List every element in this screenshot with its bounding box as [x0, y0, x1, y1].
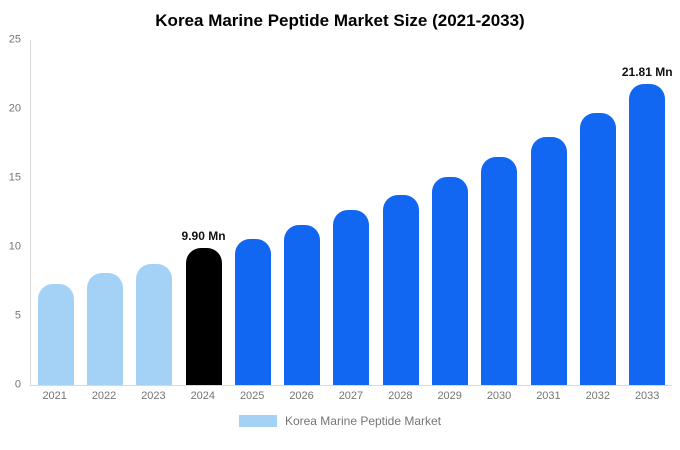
x-tick-2022: 2022	[91, 390, 117, 402]
x-tick-2024: 2024	[190, 390, 216, 402]
y-tick-15: 15	[8, 171, 21, 184]
x-axis: 2021 2022 2023 2024 2025 2026 2027 2028 2029 2030…	[30, 390, 672, 402]
y-tick-20: 20	[8, 102, 21, 115]
bar-column-2033: 21.81 Mn	[622, 40, 673, 385]
x-tick-2028: 2028	[388, 390, 413, 402]
chart-body: 0 5 10 15 20 25 9.90 Mn 21.81 Mn	[9, 34, 673, 390]
bar-column-2021	[34, 40, 78, 385]
x-tick-2031: 2031	[536, 390, 561, 402]
bar-2027	[333, 209, 370, 385]
bar-2022	[86, 273, 123, 385]
plot-area: 9.90 Mn 21.81 Mn	[31, 40, 673, 385]
y-axis: 0 5 10 15 20 25	[1, 34, 25, 390]
bar-column-2022	[83, 40, 127, 385]
x-tick-2026: 2026	[289, 390, 314, 402]
bar-column-2028	[379, 40, 423, 385]
bar-2023	[136, 263, 173, 385]
bar-column-2029	[428, 40, 472, 385]
bar-2029	[432, 176, 469, 385]
x-tick-2032: 2032	[585, 390, 611, 402]
bar-2021	[37, 284, 74, 385]
bar-column-2024: 9.90 Mn	[182, 40, 226, 385]
bar-column-2027	[329, 40, 373, 385]
bar-2032	[579, 113, 616, 385]
y-tick-25: 25	[8, 33, 21, 46]
point-label-2033: 21.81 Mn	[621, 65, 673, 80]
chart-title: Korea Marine Peptide Market Size (2021-2…	[155, 11, 525, 30]
y-tick-10: 10	[8, 240, 21, 253]
legend-label: Korea Marine Peptide Market	[284, 414, 442, 428]
bar-2026	[284, 224, 321, 385]
bar-2031	[530, 136, 567, 385]
x-tick-2021: 2021	[42, 390, 67, 402]
x-tick-2023: 2023	[141, 390, 166, 402]
x-tick-2027: 2027	[338, 390, 364, 402]
y-tick-5: 5	[14, 309, 21, 322]
x-tick-2025: 2025	[239, 390, 265, 402]
bar-column-2030	[477, 40, 521, 385]
bar-column-2026	[280, 40, 324, 385]
bar-column-2025	[231, 40, 275, 385]
legend: Korea Marine Peptide Market	[0, 414, 680, 428]
y-tick-0: 0	[14, 378, 21, 391]
bar-column-2031	[527, 40, 571, 385]
bar-column-2032	[576, 40, 620, 385]
bar-2028	[382, 194, 419, 385]
x-tick-2033: 2033	[634, 390, 660, 402]
legend-swatch	[238, 415, 277, 427]
bar-2033	[629, 84, 666, 385]
bar-2024	[185, 248, 222, 385]
point-label-2024: 9.90 Mn	[181, 229, 226, 244]
bar-2030	[481, 157, 518, 385]
x-tick-2030: 2030	[486, 390, 512, 402]
bar-column-2023	[132, 40, 176, 385]
x-tick-2029: 2029	[437, 390, 462, 402]
bar-2025	[234, 238, 271, 385]
